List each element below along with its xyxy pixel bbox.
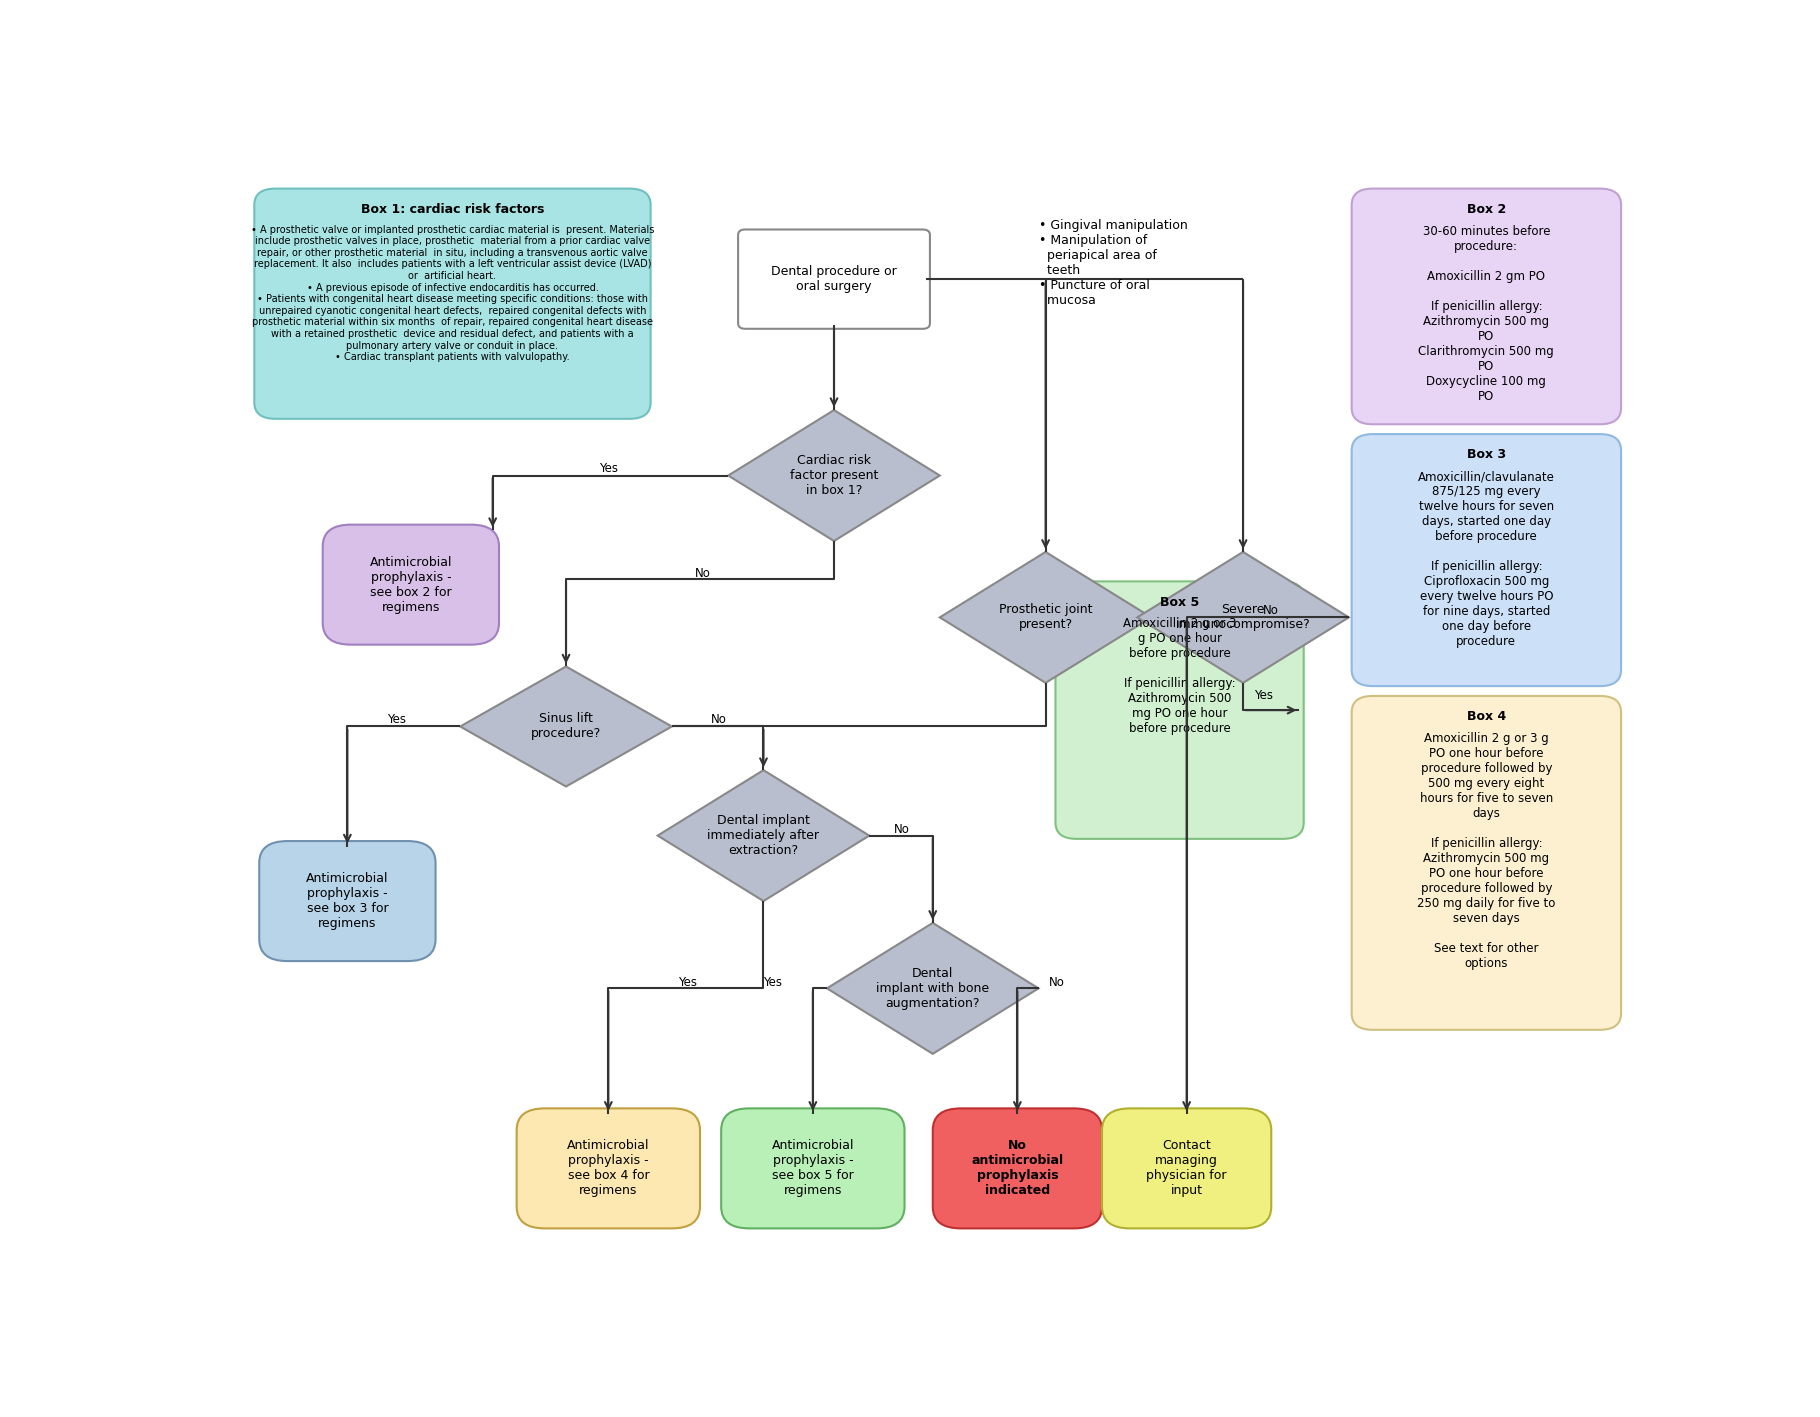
Text: 30-60 minutes before
procedure:

Amoxicillin 2 gm PO

If penicillin allergy:
Azi: 30-60 minutes before procedure: Amoxicil… xyxy=(1418,224,1554,402)
FancyBboxPatch shape xyxy=(258,842,435,961)
Text: Box 3: Box 3 xyxy=(1467,448,1505,462)
Text: Severe
immunocompromise?: Severe immunocompromise? xyxy=(1176,604,1310,632)
Text: Box 2: Box 2 xyxy=(1467,203,1505,215)
Polygon shape xyxy=(728,410,939,541)
FancyBboxPatch shape xyxy=(1103,1108,1270,1229)
Text: Yes: Yes xyxy=(388,713,406,727)
FancyBboxPatch shape xyxy=(721,1108,905,1229)
Text: Yes: Yes xyxy=(679,976,697,989)
Text: Cardiac risk
factor present
in box 1?: Cardiac risk factor present in box 1? xyxy=(790,453,879,497)
Text: Antimicrobial
prophylaxis -
see box 2 for
regimens: Antimicrobial prophylaxis - see box 2 fo… xyxy=(369,555,451,614)
Text: Antimicrobial
prophylaxis -
see box 5 for
regimens: Antimicrobial prophylaxis - see box 5 fo… xyxy=(772,1139,854,1197)
Text: Sinus lift
procedure?: Sinus lift procedure? xyxy=(531,713,601,741)
Text: Box 5: Box 5 xyxy=(1159,595,1199,608)
Polygon shape xyxy=(460,666,672,786)
Polygon shape xyxy=(826,922,1039,1054)
Text: Amoxicillin 2 g or 3
g PO one hour
before procedure

If penicillin allergy:
Azit: Amoxicillin 2 g or 3 g PO one hour befor… xyxy=(1123,618,1236,735)
FancyBboxPatch shape xyxy=(1352,696,1622,1030)
Polygon shape xyxy=(1138,551,1349,683)
Text: • A prosthetic valve or implanted prosthetic cardiac material is  present. Mater: • A prosthetic valve or implanted prosth… xyxy=(251,224,653,363)
Text: No: No xyxy=(1263,604,1279,618)
Text: • Gingival manipulation
• Manipulation of
  periapical area of
  teeth
• Punctur: • Gingival manipulation • Manipulation o… xyxy=(1039,220,1187,307)
Text: Box 4: Box 4 xyxy=(1467,710,1505,723)
Text: No: No xyxy=(695,567,712,580)
Text: Dental implant
immediately after
extraction?: Dental implant immediately after extract… xyxy=(708,815,819,857)
Text: Antimicrobial
prophylaxis -
see box 4 for
regimens: Antimicrobial prophylaxis - see box 4 fo… xyxy=(568,1139,650,1197)
Text: Dental procedure or
oral surgery: Dental procedure or oral surgery xyxy=(772,265,897,293)
FancyBboxPatch shape xyxy=(932,1108,1103,1229)
Text: No
antimicrobial
prophylaxis
indicated: No antimicrobial prophylaxis indicated xyxy=(972,1139,1063,1197)
FancyBboxPatch shape xyxy=(739,230,930,329)
Text: Yes: Yes xyxy=(599,462,617,476)
FancyBboxPatch shape xyxy=(322,524,499,645)
Text: Yes: Yes xyxy=(1254,690,1274,703)
FancyBboxPatch shape xyxy=(517,1108,701,1229)
Text: Contact
managing
physician for
input: Contact managing physician for input xyxy=(1147,1139,1227,1197)
Text: Amoxicillin 2 g or 3 g
PO one hour before
procedure followed by
500 mg every eig: Amoxicillin 2 g or 3 g PO one hour befor… xyxy=(1418,733,1556,971)
Text: Amoxicillin/clavulanate
875/125 mg every
twelve hours for seven
days, started on: Amoxicillin/clavulanate 875/125 mg every… xyxy=(1418,470,1554,648)
Text: Prosthetic joint
present?: Prosthetic joint present? xyxy=(999,604,1092,632)
Text: No: No xyxy=(1048,976,1065,989)
Text: Dental
implant with bone
augmentation?: Dental implant with bone augmentation? xyxy=(875,966,990,1010)
Text: Antimicrobial
prophylaxis -
see box 3 for
regimens: Antimicrobial prophylaxis - see box 3 fo… xyxy=(306,871,389,930)
Text: Box 1: cardiac risk factors: Box 1: cardiac risk factors xyxy=(360,203,544,215)
Polygon shape xyxy=(939,551,1152,683)
FancyBboxPatch shape xyxy=(1352,434,1622,686)
Text: Yes: Yes xyxy=(763,976,783,989)
FancyBboxPatch shape xyxy=(1352,188,1622,424)
Text: No: No xyxy=(710,713,726,727)
FancyBboxPatch shape xyxy=(1056,581,1303,839)
FancyBboxPatch shape xyxy=(255,188,652,419)
Polygon shape xyxy=(657,771,870,901)
Text: No: No xyxy=(894,822,910,836)
